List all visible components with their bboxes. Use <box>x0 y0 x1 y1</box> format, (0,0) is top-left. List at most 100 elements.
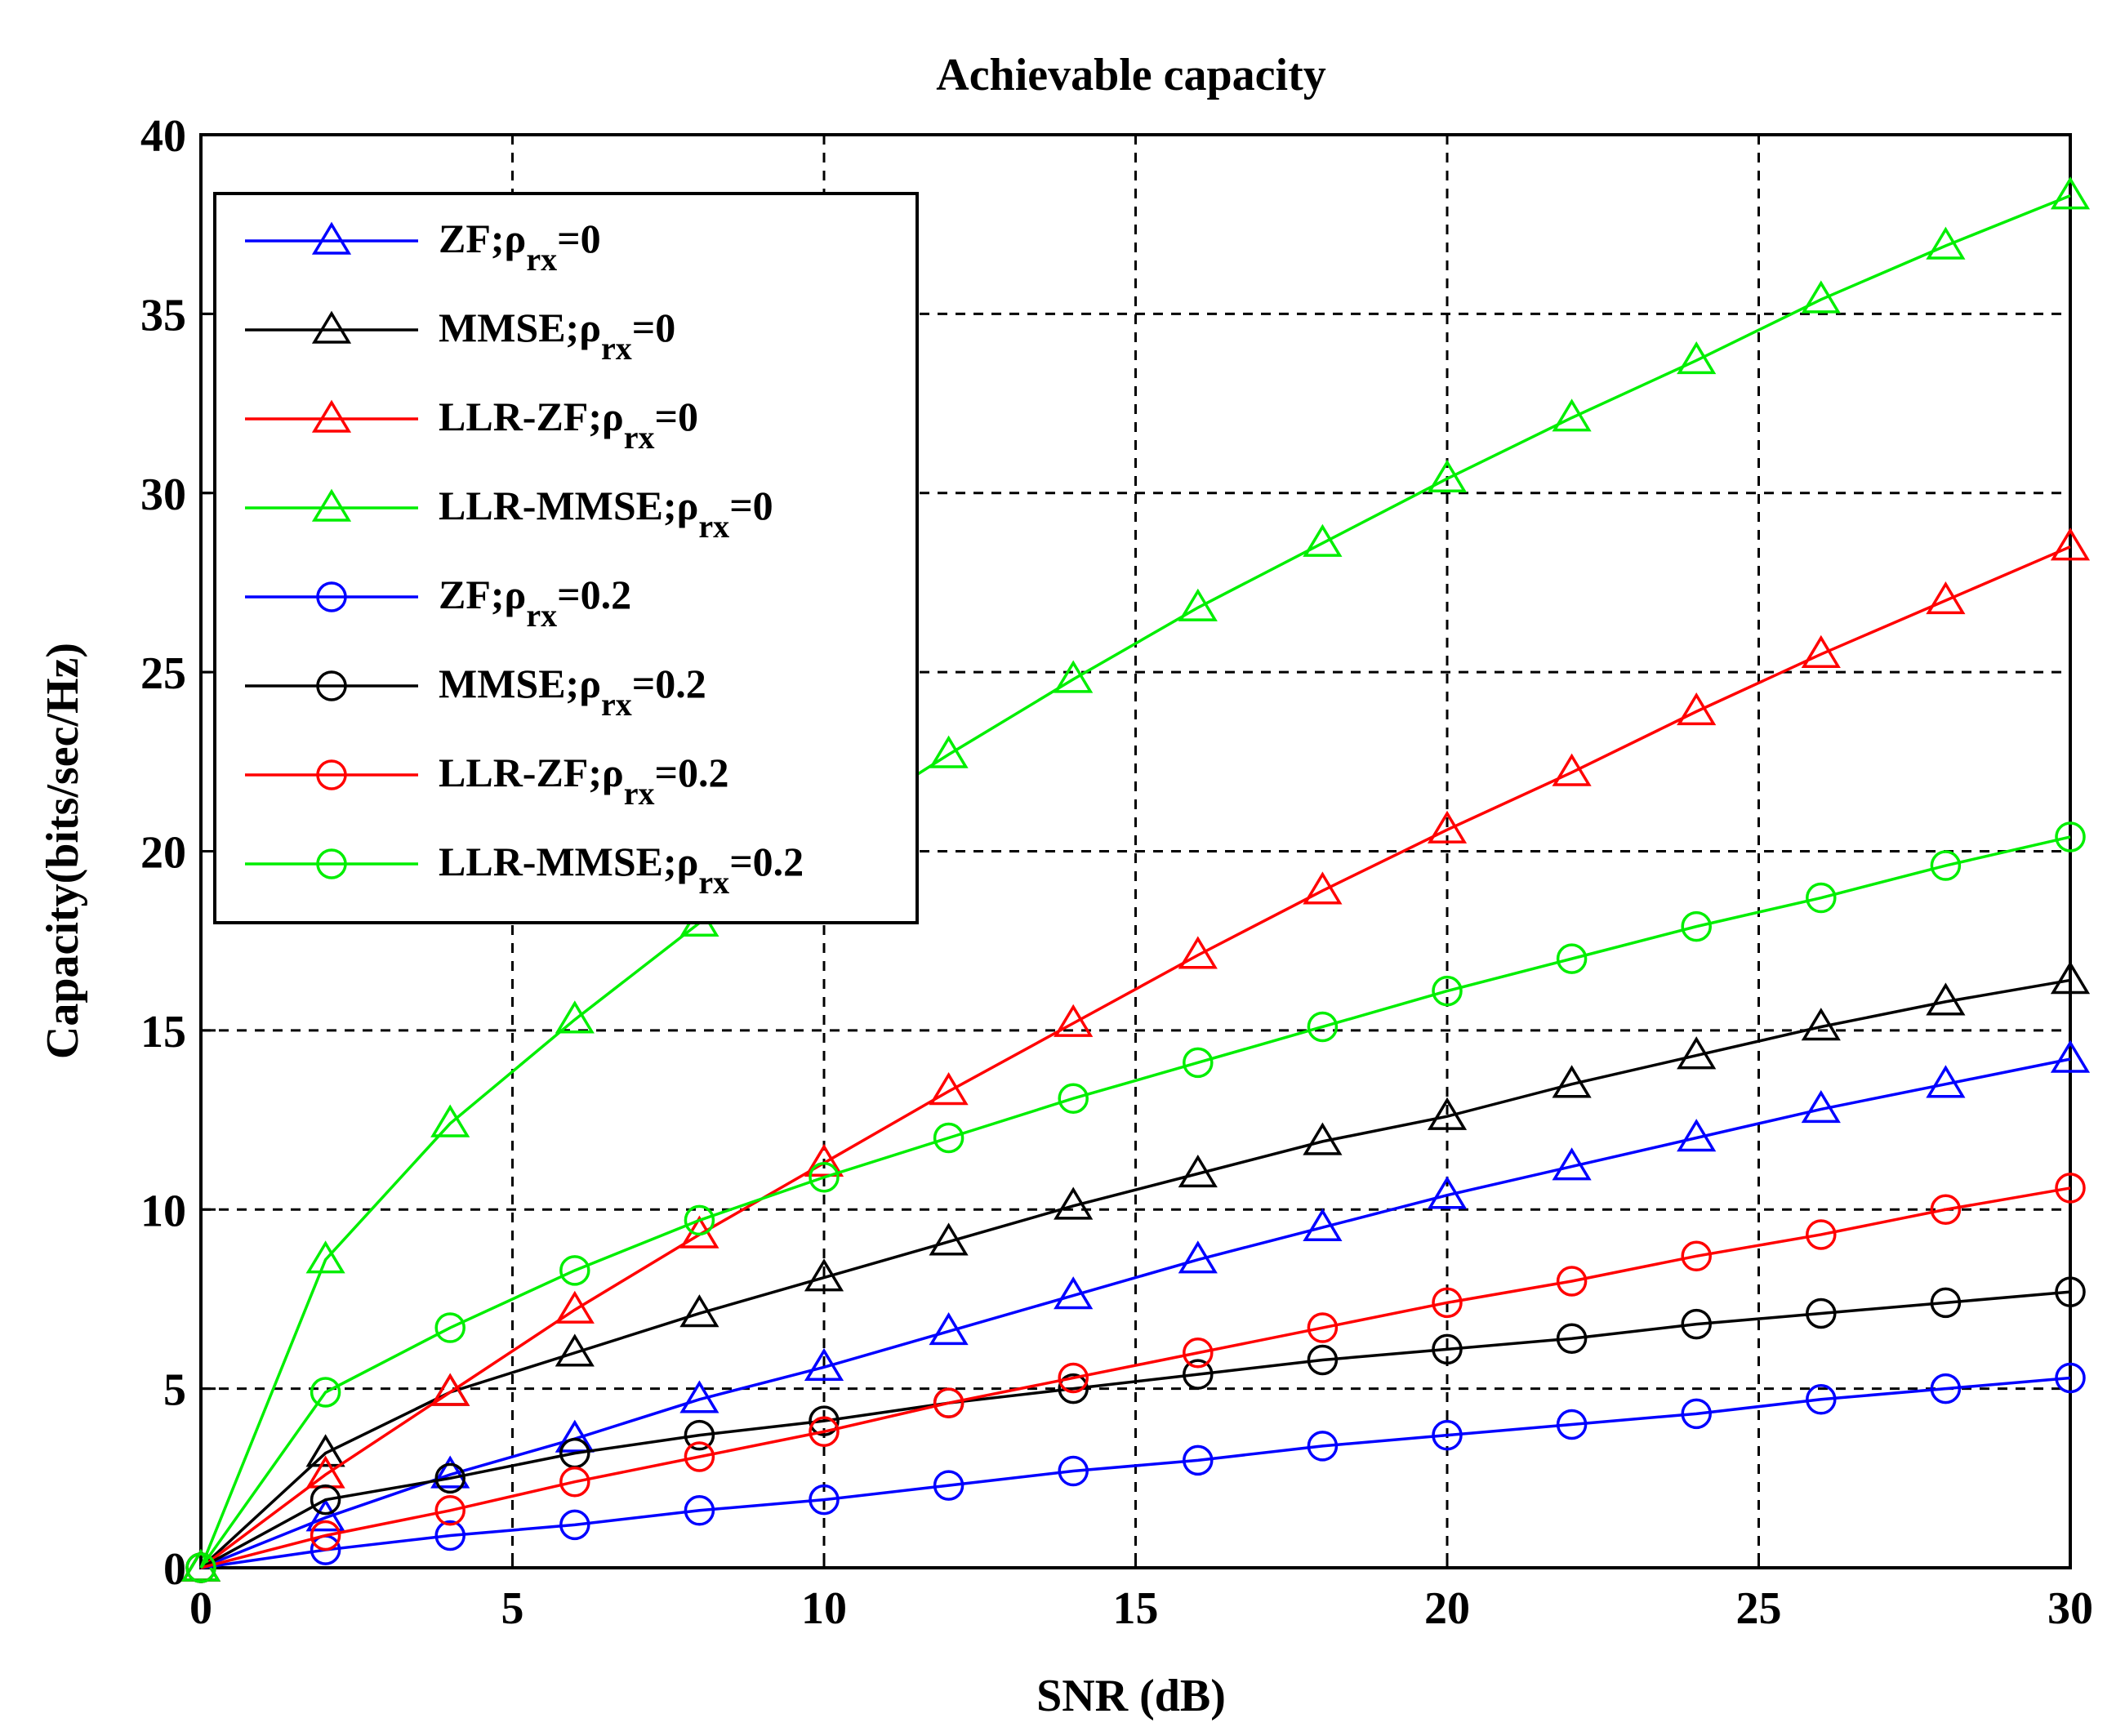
chart-title: Achievable capacity <box>936 50 1325 100</box>
y-tick-label: 40 <box>140 111 186 162</box>
data-point <box>434 1495 466 1526</box>
legend-label: MMSE;ρrx=0.2 <box>439 661 706 723</box>
x-tick-label: 5 <box>501 1583 524 1634</box>
legend-label-end: =0.2 <box>729 839 804 884</box>
data-point <box>1681 910 1712 942</box>
data-point <box>185 1552 216 1583</box>
data-point <box>310 1377 341 1408</box>
x-tick-label: 15 <box>1113 1583 1159 1634</box>
series-3 <box>180 176 2091 1582</box>
data-point <box>1432 1287 1463 1319</box>
legend-label-sub: rx <box>624 775 655 812</box>
data-point <box>1427 810 1468 844</box>
data-point <box>1930 850 1962 881</box>
data-point <box>1427 1097 1468 1130</box>
series-6 <box>185 1173 2086 1583</box>
legend-entry: LLR-MMSE;ρrx=0 <box>245 483 773 545</box>
data-point <box>684 1204 715 1236</box>
y-tick-label: 20 <box>140 828 186 879</box>
data-point <box>1054 1186 1094 1220</box>
legend-marker <box>316 848 347 879</box>
data-point <box>933 1470 964 1501</box>
data-point <box>2050 527 2091 561</box>
legend-marker <box>311 221 352 255</box>
legend-entry: ZF;ρrx=0 <box>245 216 601 278</box>
data-point <box>1801 1008 1841 1041</box>
legend-entry: ZF;ρrx=0.2 <box>245 572 631 634</box>
data-point <box>1303 871 1343 905</box>
data-point <box>559 1509 590 1541</box>
data-point <box>2055 821 2086 852</box>
data-point <box>804 1258 844 1292</box>
data-point <box>1677 692 1717 726</box>
data-point <box>310 1520 341 1551</box>
legend-box <box>213 192 919 924</box>
legend-label: ZF;ρrx=0 <box>439 216 601 278</box>
series-group <box>180 176 2091 1583</box>
x-tick-label: 20 <box>1424 1583 1470 1634</box>
data-point <box>305 1498 345 1532</box>
data-point <box>684 1419 715 1451</box>
legend-marker <box>311 488 352 522</box>
data-point <box>1806 1384 1837 1415</box>
data-point <box>1432 975 1463 1007</box>
data-point <box>430 1104 470 1137</box>
series-0 <box>180 1039 2091 1582</box>
data-point <box>2055 1362 2086 1394</box>
data-point <box>1801 634 1841 668</box>
legend-label: LLR-MMSE;ρrx=0.2 <box>439 839 804 901</box>
data-point <box>1178 936 1218 969</box>
legend-label-main: ZF;ρ <box>439 572 526 617</box>
data-point <box>1307 1344 1339 1376</box>
y-tick-label: 35 <box>140 290 186 341</box>
legend-label-end: =0 <box>729 483 773 528</box>
series-2 <box>180 527 2091 1582</box>
series-1 <box>180 961 2091 1582</box>
data-point <box>2055 1276 2086 1307</box>
data-point <box>430 1373 470 1406</box>
data-point <box>1307 1011 1339 1043</box>
legend-label-main: ZF;ρ <box>439 216 526 261</box>
y-tick-label: 15 <box>140 1007 186 1057</box>
data-point <box>1930 1194 1962 1225</box>
data-point <box>305 1240 345 1274</box>
data-point <box>555 1290 595 1324</box>
data-point <box>933 1122 964 1154</box>
data-point <box>929 735 969 768</box>
data-point <box>434 1312 466 1343</box>
legend-label: LLR-ZF;ρrx=0 <box>439 394 698 456</box>
legend-label-end: =0.2 <box>632 661 706 706</box>
data-point <box>1552 1147 1592 1181</box>
data-point <box>310 1484 341 1516</box>
data-point <box>1930 1287 1962 1319</box>
legend-label: ZF;ρrx=0.2 <box>439 572 631 634</box>
data-point <box>1801 1089 1841 1124</box>
series-line <box>200 1290 2071 1569</box>
x-tick-label: 25 <box>1736 1583 1782 1634</box>
data-point <box>929 1072 969 1106</box>
data-point <box>809 1162 840 1193</box>
legend-label-end: =0.2 <box>557 572 631 617</box>
legend-label: MMSE;ρrx=0 <box>439 305 675 367</box>
data-point <box>434 1520 466 1551</box>
data-point <box>929 1222 969 1256</box>
data-point <box>1930 1373 1962 1404</box>
series-line <box>199 194 2071 1569</box>
legend-label-main: LLR-ZF;ρ <box>439 394 624 439</box>
data-point <box>1432 1419 1463 1451</box>
data-point <box>1303 523 1343 557</box>
data-point <box>559 1255 590 1286</box>
data-point <box>2050 961 2091 995</box>
legend-marker <box>311 399 352 433</box>
data-point <box>1926 581 1966 615</box>
data-point <box>1058 1455 1089 1487</box>
data-point <box>1058 1373 1089 1404</box>
y-axis-label: Capacity(bits/sec/Hz) <box>38 643 88 1059</box>
series-line <box>199 835 2071 1569</box>
x-tick-label: 10 <box>801 1583 847 1634</box>
x-axis-label: SNR (dB) <box>1036 1671 1226 1721</box>
data-point <box>1183 1338 1214 1369</box>
legend-label: LLR-ZF;ρrx=0.2 <box>439 750 729 812</box>
data-point <box>1058 1362 1089 1394</box>
